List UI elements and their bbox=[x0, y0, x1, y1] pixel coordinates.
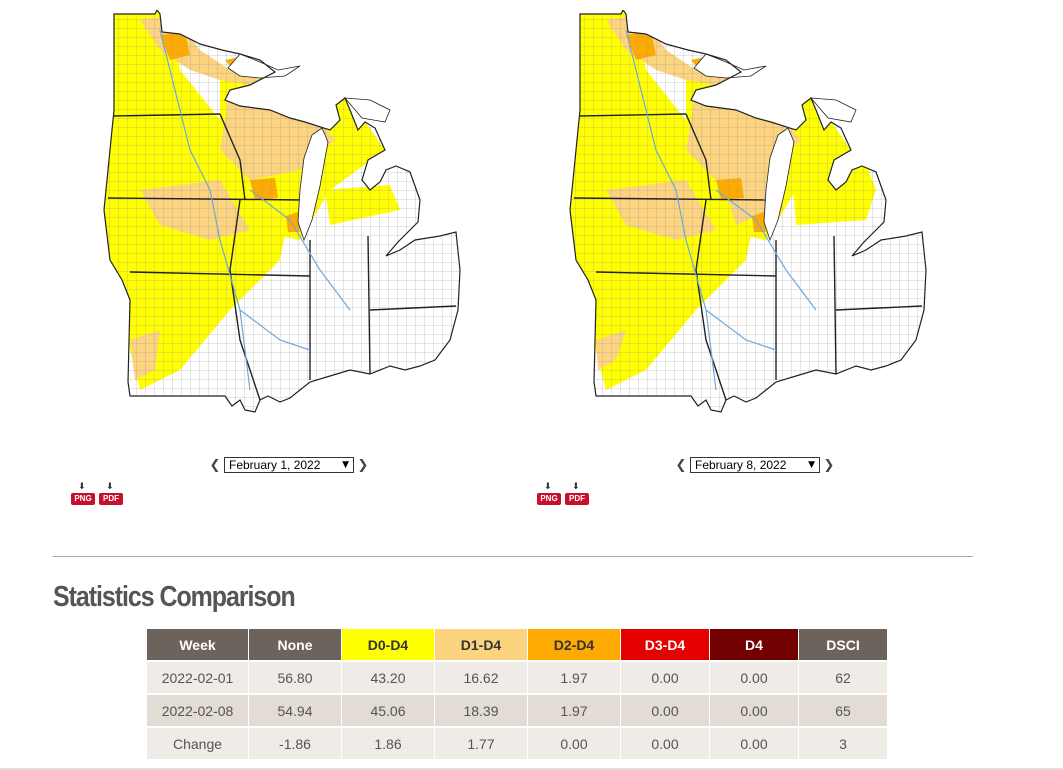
table-row: 2022-02-08 54.94 45.06 18.39 1.97 0.00 0… bbox=[147, 693, 888, 726]
table-cell: 1.97 bbox=[528, 660, 621, 693]
table-header-row: Week None D0-D4 D1-D4 D2-D4 D3-D4 D4 DSC… bbox=[147, 629, 888, 660]
png-download-icon[interactable]: ⬇ PNG bbox=[71, 483, 95, 505]
download-arrow-icon: ⬇ bbox=[544, 482, 552, 492]
column-header-d1-d4: D1-D4 bbox=[435, 629, 528, 660]
table-cell: 1.86 bbox=[342, 726, 435, 759]
state-border bbox=[573, 197, 772, 201]
section-title: Statistics Comparison bbox=[53, 581, 296, 613]
date-select-right[interactable]: February 8, 2022 ▼ bbox=[690, 457, 820, 473]
next-week-arrow-icon[interactable]: ❯ bbox=[357, 457, 369, 473]
state-border bbox=[695, 199, 727, 401]
river bbox=[715, 189, 817, 311]
table-cell: 0.00 bbox=[621, 726, 710, 759]
column-header-week: Week bbox=[147, 629, 249, 660]
column-header-none: None bbox=[249, 629, 342, 660]
lake bbox=[810, 97, 857, 123]
chevron-down-icon: ▼ bbox=[808, 460, 815, 470]
state-border bbox=[369, 305, 457, 311]
date-navigator-right: ❮ February 8, 2022 ▼ ❯ bbox=[674, 455, 836, 475]
drought-map-svg bbox=[569, 10, 927, 413]
state-border bbox=[229, 199, 261, 401]
table-cell: 2022-02-01 bbox=[147, 660, 249, 693]
state-border bbox=[367, 235, 371, 375]
date-select-left[interactable]: February 1, 2022 ▼ bbox=[224, 457, 354, 473]
table-cell: 0.00 bbox=[710, 693, 799, 726]
download-arrow-icon: ⬇ bbox=[78, 482, 86, 492]
state-border bbox=[107, 197, 306, 201]
footer-rule bbox=[0, 768, 1063, 770]
column-header-d3-d4: D3-D4 bbox=[621, 629, 710, 660]
drought-map-feb-1 bbox=[100, 10, 480, 420]
next-week-arrow-icon[interactable]: ❯ bbox=[823, 457, 835, 473]
lake bbox=[344, 97, 391, 123]
download-icons-left: ⬇ PNG ⬇ PDF bbox=[71, 483, 123, 505]
lake bbox=[693, 53, 767, 79]
river bbox=[159, 29, 251, 391]
region-outline bbox=[103, 10, 461, 413]
table-cell: 0.00 bbox=[710, 726, 799, 759]
table-row: 2022-02-01 56.80 43.20 16.62 1.97 0.00 0… bbox=[147, 660, 888, 693]
state-border bbox=[835, 305, 923, 311]
table-cell: 45.06 bbox=[342, 693, 435, 726]
column-header-dsci: DSCI bbox=[799, 629, 888, 660]
drought-map-feb-8 bbox=[566, 10, 946, 420]
table-cell: 65 bbox=[799, 693, 888, 726]
table-cell: 2022-02-08 bbox=[147, 693, 249, 726]
state-border bbox=[129, 271, 311, 277]
lake bbox=[763, 127, 795, 242]
date-select-value: February 8, 2022 bbox=[695, 458, 787, 472]
region-outline bbox=[569, 10, 927, 413]
state-border bbox=[595, 271, 777, 277]
column-header-d4: D4 bbox=[710, 629, 799, 660]
table-cell: 43.20 bbox=[342, 660, 435, 693]
river bbox=[239, 309, 311, 351]
statistics-table: Week None D0-D4 D1-D4 D2-D4 D3-D4 D4 DSC… bbox=[147, 629, 888, 759]
table-cell: Change bbox=[147, 726, 249, 759]
date-select-value: February 1, 2022 bbox=[229, 458, 321, 472]
table-cell: 1.77 bbox=[435, 726, 528, 759]
column-header-d2-d4: D2-D4 bbox=[528, 629, 621, 660]
state-border bbox=[685, 113, 712, 201]
pdf-download-icon[interactable]: ⬇ PDF bbox=[565, 483, 589, 505]
river bbox=[249, 189, 351, 311]
table-cell: 1.97 bbox=[528, 693, 621, 726]
river bbox=[625, 29, 717, 391]
date-navigator-left: ❮ February 1, 2022 ▼ ❯ bbox=[208, 455, 370, 475]
prev-week-arrow-icon[interactable]: ❮ bbox=[209, 457, 221, 473]
state-border bbox=[113, 113, 221, 117]
river bbox=[705, 309, 777, 351]
table-cell: 56.80 bbox=[249, 660, 342, 693]
state-border bbox=[833, 235, 837, 375]
chevron-down-icon: ▼ bbox=[342, 460, 349, 470]
download-arrow-icon: ⬇ bbox=[106, 482, 114, 492]
png-download-icon[interactable]: ⬇ PNG bbox=[537, 483, 561, 505]
table-cell: 3 bbox=[799, 726, 888, 759]
download-icons-right: ⬇ PNG ⬇ PDF bbox=[537, 483, 589, 505]
table-cell: 54.94 bbox=[249, 693, 342, 726]
table-cell: 0.00 bbox=[621, 660, 710, 693]
table-cell: 0.00 bbox=[528, 726, 621, 759]
table-cell: 0.00 bbox=[710, 660, 799, 693]
table-cell: 16.62 bbox=[435, 660, 528, 693]
table-row: Change -1.86 1.86 1.77 0.00 0.00 0.00 3 bbox=[147, 726, 888, 759]
column-header-d0-d4: D0-D4 bbox=[342, 629, 435, 660]
drought-map-svg bbox=[103, 10, 461, 413]
pdf-download-icon[interactable]: ⬇ PDF bbox=[99, 483, 123, 505]
table-cell: -1.86 bbox=[249, 726, 342, 759]
state-border bbox=[579, 113, 687, 117]
table-cell: 18.39 bbox=[435, 693, 528, 726]
lake bbox=[297, 127, 329, 242]
prev-week-arrow-icon[interactable]: ❮ bbox=[675, 457, 687, 473]
table-cell: 62 bbox=[799, 660, 888, 693]
download-arrow-icon: ⬇ bbox=[572, 482, 580, 492]
table-cell: 0.00 bbox=[621, 693, 710, 726]
lake bbox=[227, 53, 301, 79]
section-divider bbox=[53, 556, 973, 557]
state-border bbox=[219, 113, 246, 201]
